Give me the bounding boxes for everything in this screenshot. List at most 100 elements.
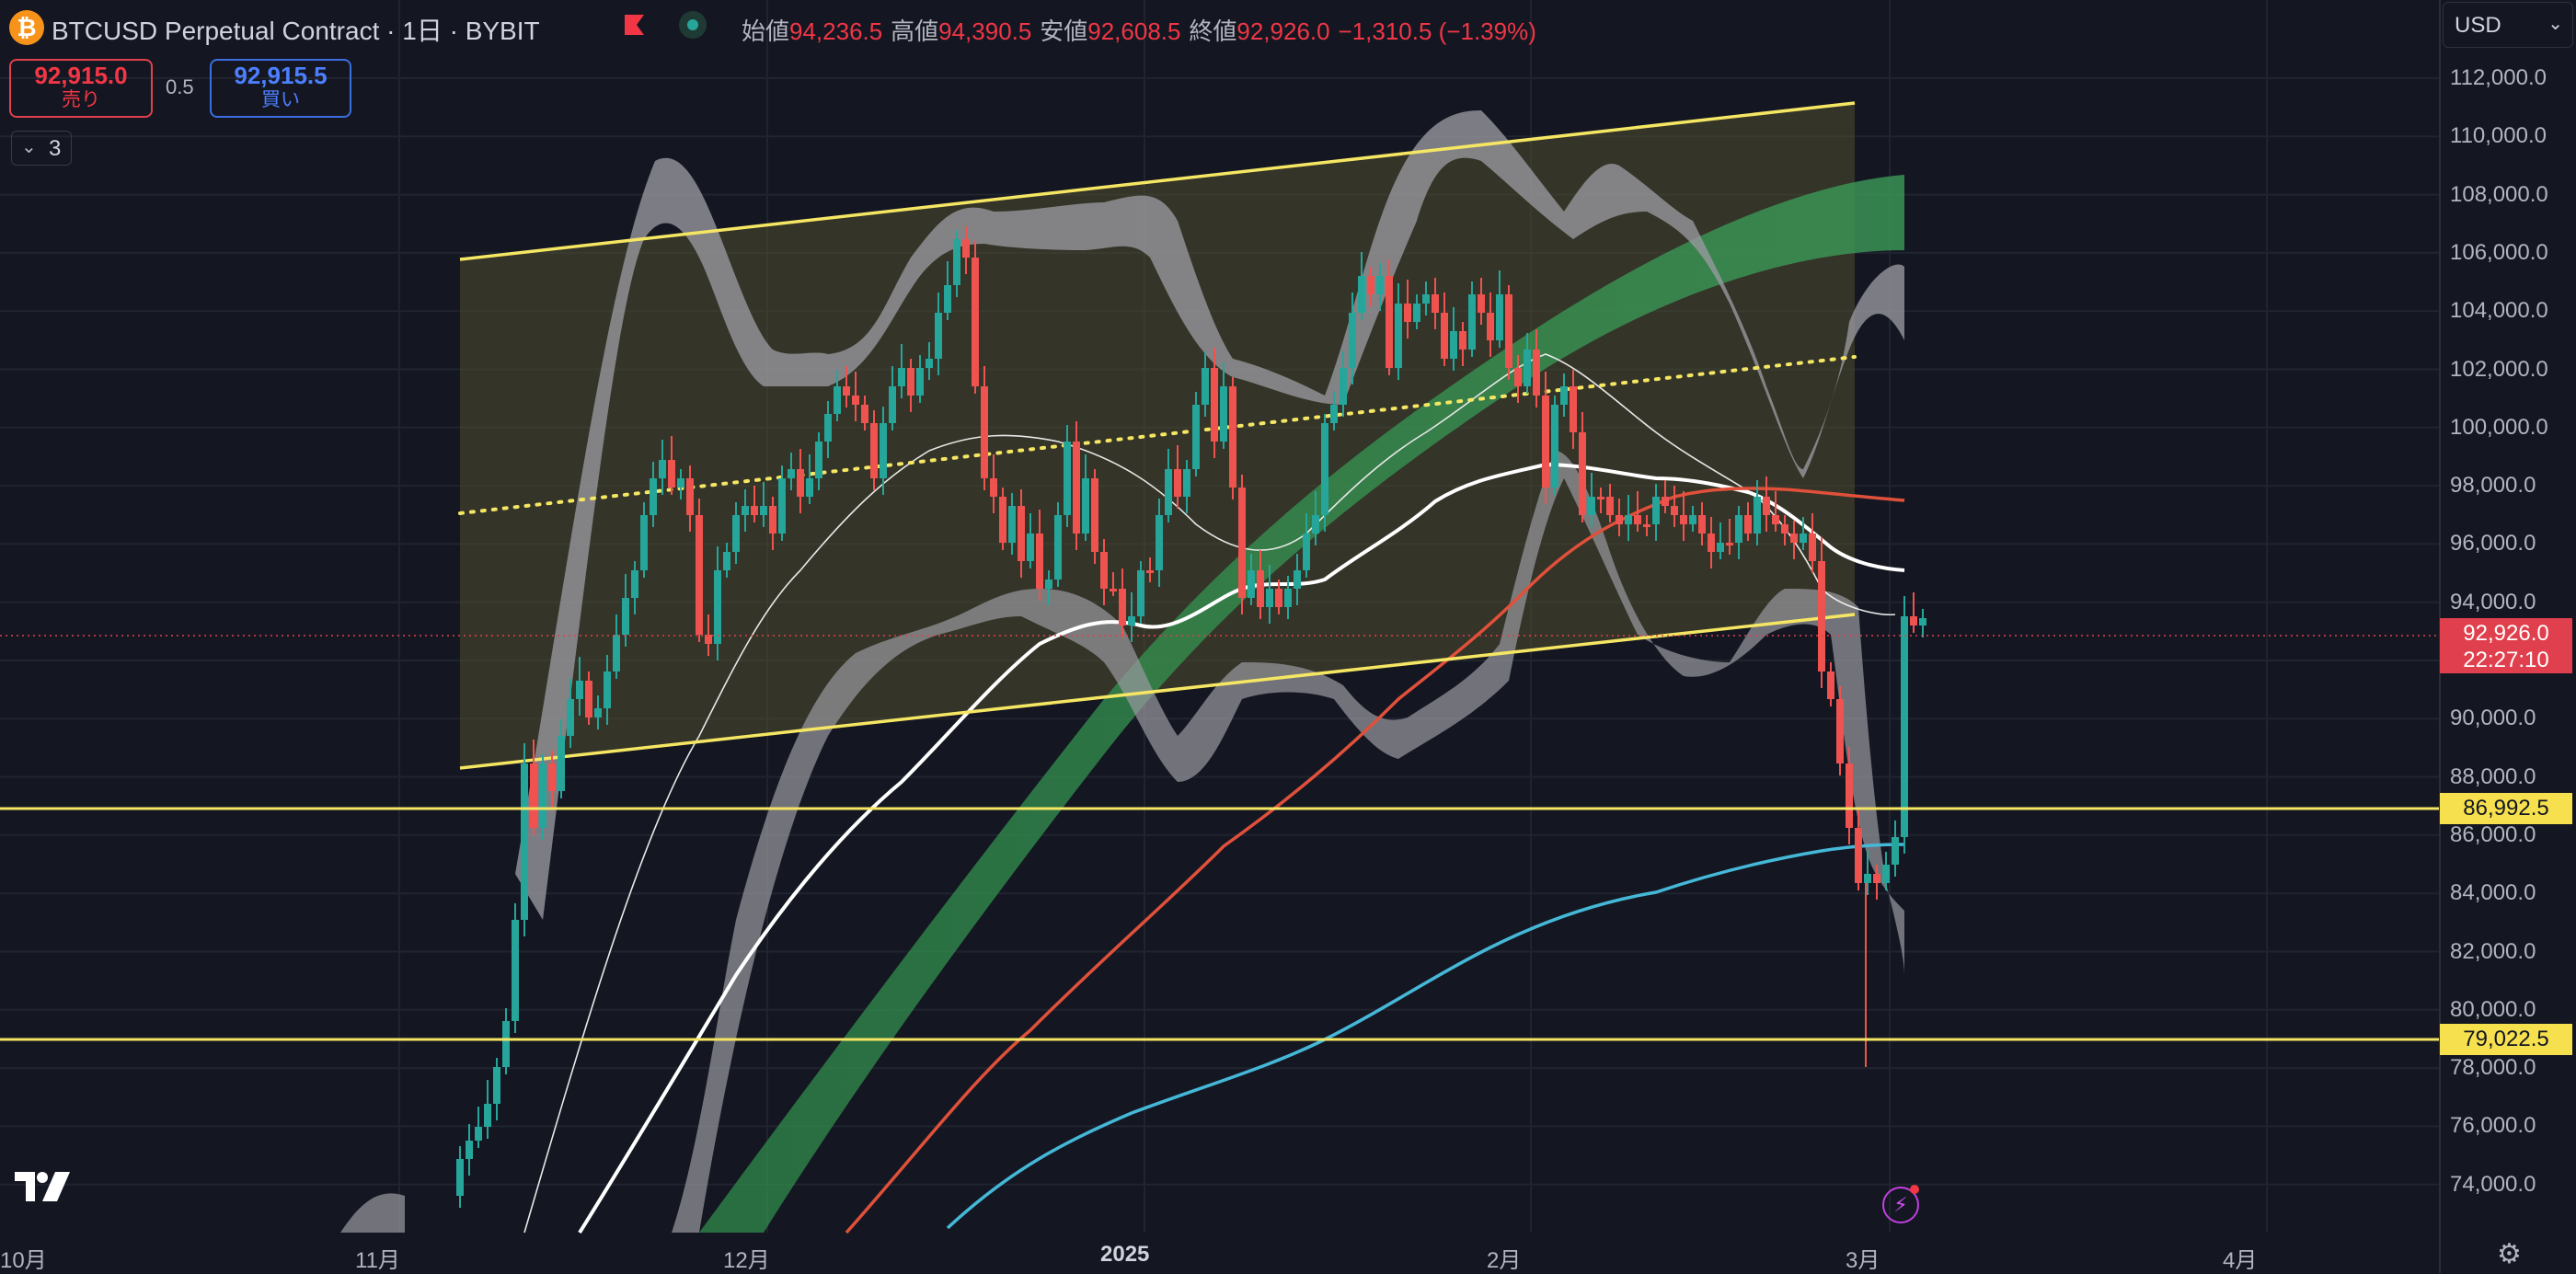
candle-body bbox=[1588, 497, 1595, 515]
candle-body bbox=[999, 497, 1006, 543]
candle-body bbox=[567, 699, 574, 736]
buy-label: 買い bbox=[261, 89, 300, 110]
candle-body bbox=[843, 386, 850, 396]
sell-button[interactable]: 92,915.0 売り bbox=[9, 59, 153, 118]
candle-body bbox=[1505, 294, 1512, 368]
price-axis-label: 102,000.0 bbox=[2450, 356, 2548, 382]
tradingview-logo-icon[interactable] bbox=[15, 1172, 75, 1208]
indicators-toggle[interactable]: ⌄ 3 bbox=[11, 131, 72, 166]
candle-body bbox=[870, 423, 878, 478]
candle-body bbox=[613, 635, 620, 671]
candle-body bbox=[834, 386, 841, 414]
candle-body bbox=[1008, 506, 1016, 543]
price-axis-label: 96,000.0 bbox=[2450, 531, 2536, 557]
candle-body bbox=[1892, 837, 1899, 865]
candle-body bbox=[824, 414, 832, 442]
candle-body bbox=[1901, 616, 1908, 837]
bitcoin-logo-icon: ₿ bbox=[9, 10, 44, 45]
candle-body bbox=[760, 506, 767, 515]
candle-body bbox=[659, 460, 666, 478]
candle-body bbox=[1616, 515, 1623, 524]
gear-icon[interactable]: ⚙ bbox=[2497, 1239, 2522, 1269]
candle-body bbox=[1064, 442, 1071, 515]
change-value: −1,310.5 (−1.39%) bbox=[1338, 17, 1536, 45]
buy-price: 92,915.5 bbox=[234, 62, 328, 89]
candle-body bbox=[1174, 469, 1181, 497]
candle-body bbox=[677, 478, 684, 488]
candle-body bbox=[1340, 368, 1347, 405]
symbol-title[interactable]: BTCUSD Perpetual Contract · 1日 · BYBIT bbox=[52, 17, 540, 45]
candle-body bbox=[1358, 276, 1365, 313]
time-axis-label: 11月 bbox=[355, 1248, 400, 1273]
time-axis-label: 12月 bbox=[723, 1248, 770, 1273]
candle-body bbox=[1248, 570, 1255, 598]
candle-body bbox=[622, 598, 629, 635]
candle-body bbox=[1560, 386, 1568, 405]
high-value: 94,390.5 bbox=[938, 17, 1032, 45]
candle-body bbox=[953, 239, 960, 285]
candle-body bbox=[1202, 368, 1209, 405]
candle-body bbox=[1367, 276, 1374, 294]
candle-body bbox=[1542, 396, 1549, 488]
candle-body bbox=[484, 1104, 491, 1127]
candle-body bbox=[1413, 304, 1420, 322]
candle-body bbox=[1137, 570, 1144, 616]
open-value: 94,236.5 bbox=[789, 17, 883, 45]
flag-icon[interactable] bbox=[622, 13, 646, 41]
candle-body bbox=[1036, 534, 1043, 589]
time-axis-label: 4月 bbox=[2223, 1248, 2258, 1273]
candle-body bbox=[935, 313, 942, 359]
candle-body bbox=[1597, 497, 1604, 499]
candle-body bbox=[1717, 543, 1724, 552]
candle-body bbox=[1726, 543, 1733, 545]
candle-body bbox=[1781, 524, 1788, 534]
candle-body bbox=[1496, 294, 1503, 340]
candle-body bbox=[880, 423, 887, 478]
candle-body bbox=[1744, 515, 1752, 534]
candle-body bbox=[1404, 304, 1411, 322]
candle-body bbox=[1873, 874, 1880, 883]
candle-body bbox=[640, 515, 648, 570]
candle-body bbox=[1708, 534, 1715, 552]
candle-body bbox=[1229, 386, 1236, 488]
price-axis-label: 90,000.0 bbox=[2450, 706, 2536, 731]
candle-body bbox=[1882, 865, 1890, 883]
candle-body bbox=[732, 515, 740, 552]
candle-body bbox=[1459, 331, 1466, 350]
close-label: 終値 bbox=[1189, 17, 1237, 45]
buy-button[interactable]: 92,915.5 買い bbox=[210, 59, 351, 118]
ma-thin-white bbox=[523, 353, 1896, 1234]
sell-label: 売り bbox=[62, 89, 100, 110]
chevron-down-icon: ⌄ bbox=[2547, 14, 2563, 34]
candle-body bbox=[475, 1127, 482, 1141]
candle-body bbox=[576, 681, 583, 699]
candle-body bbox=[981, 386, 988, 478]
candle-body bbox=[1321, 423, 1328, 515]
candle-body bbox=[1073, 442, 1080, 534]
candle-body bbox=[907, 368, 914, 396]
channel-upper-line bbox=[459, 101, 1856, 261]
candle-body bbox=[539, 763, 546, 828]
market-open-status-icon[interactable] bbox=[679, 11, 707, 39]
time-axis-label: 10月 bbox=[0, 1248, 47, 1273]
candle-body bbox=[512, 920, 519, 1021]
time-axis-label: 2月 bbox=[1487, 1248, 1522, 1273]
currency-selector[interactable]: USD ⌄ bbox=[2443, 2, 2573, 48]
candle-body bbox=[1211, 368, 1218, 442]
candle-body bbox=[1652, 497, 1660, 524]
candle-body bbox=[852, 396, 859, 405]
lightning-alert-icon[interactable]: ⚡ bbox=[1882, 1185, 1919, 1223]
open-label: 始値 bbox=[742, 17, 790, 45]
candle-body bbox=[1165, 469, 1172, 515]
current-price-tag: 92,926.0 22:27:10 bbox=[2440, 618, 2572, 673]
low-value: 92,608.5 bbox=[1087, 17, 1181, 45]
price-axis-label: 112,000.0 bbox=[2450, 65, 2547, 90]
candle-body bbox=[1027, 534, 1034, 561]
price-axis-label: 100,000.0 bbox=[2450, 414, 2548, 440]
candle-body bbox=[1468, 294, 1476, 350]
candle-body bbox=[1643, 524, 1650, 527]
ma-white bbox=[578, 462, 1905, 1234]
candle-body bbox=[944, 285, 951, 313]
candle-body bbox=[1054, 515, 1062, 580]
